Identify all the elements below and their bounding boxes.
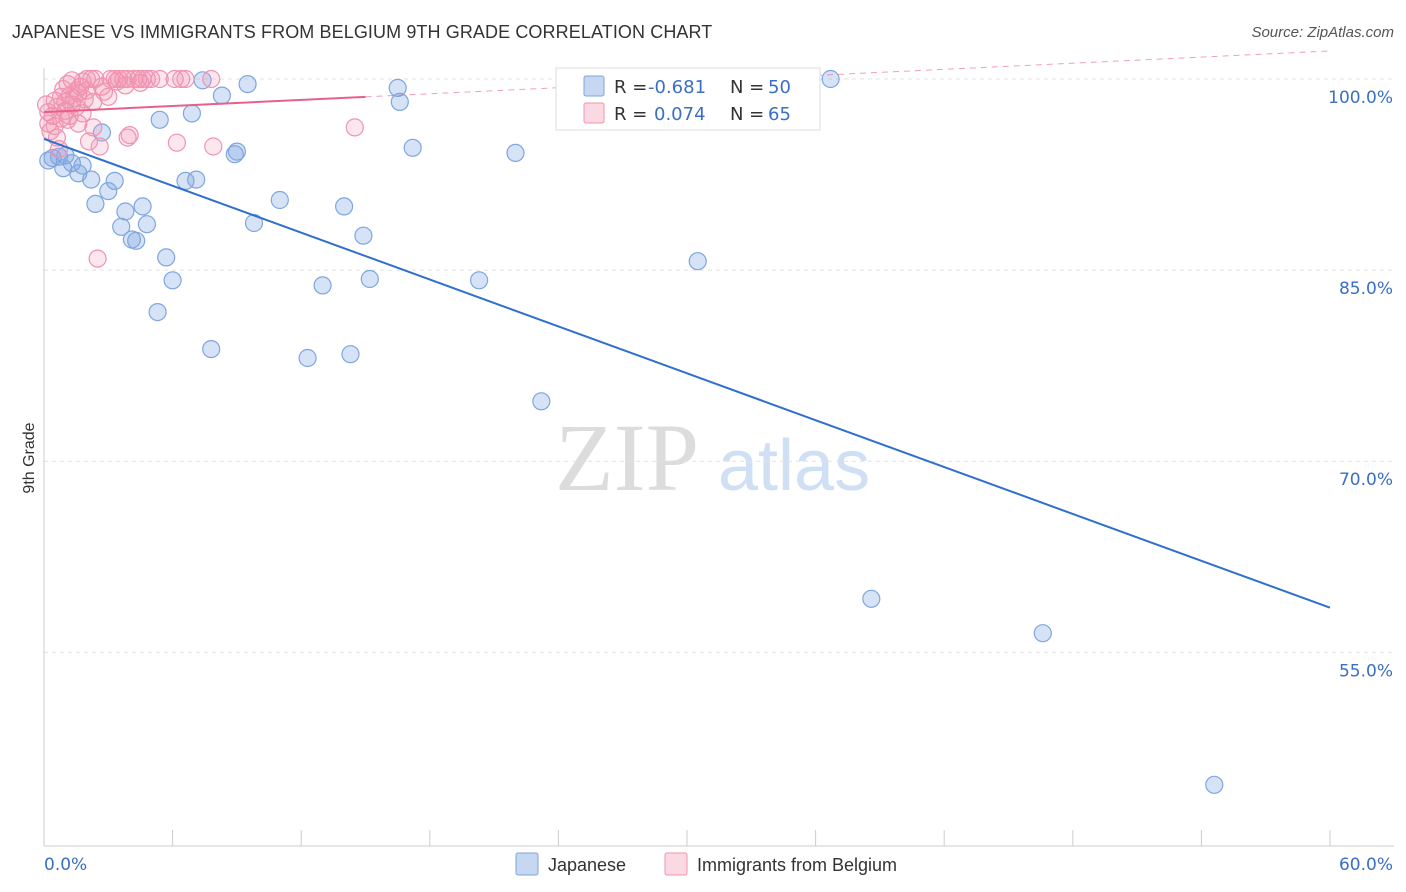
belgium-point (79, 132, 99, 151)
legend-n-label-japanese: N = (730, 77, 764, 98)
belgium-point (69, 114, 88, 133)
japanese-point (92, 123, 112, 142)
japanese-point (1205, 775, 1224, 794)
x-tick-labels: 0.0% 60.0% (44, 855, 1393, 875)
belgium-point (118, 128, 137, 147)
japanese-point (157, 248, 176, 267)
belgium-point (120, 126, 139, 145)
japanese-trend-line (43, 137, 1331, 609)
y-tick-labels: 100.0% 85.0% 70.0% 55.0% (1328, 88, 1393, 681)
japanese-point (99, 182, 118, 201)
japanese-point (390, 92, 409, 112)
series-points (36, 69, 1224, 794)
bottom-legend-label-japanese: Japanese (548, 855, 626, 875)
japanese-point (532, 392, 551, 411)
japanese-point (187, 170, 206, 189)
legend-r-label-belgium: R = (614, 104, 647, 125)
japanese-point (821, 69, 840, 89)
belgium-point (172, 69, 191, 89)
correlation-legend: R = -0.681 N = 50 R = 0.074 N = 65 (555, 67, 821, 131)
japanese-point (470, 271, 489, 290)
watermark-atlas: atlas (718, 426, 870, 506)
japanese-point (62, 154, 82, 173)
japanese-point (313, 276, 332, 295)
legend-r-label-japanese: R = (614, 77, 647, 98)
belgium-point (90, 137, 109, 156)
bottom-legend-swatch-belgium (664, 852, 688, 876)
belgium-point (99, 87, 118, 106)
belgium-trend-line (43, 95, 366, 114)
legend-n-label-belgium: N = (730, 104, 764, 125)
belgium-point (345, 118, 364, 137)
belgium-point (84, 118, 103, 137)
legend-n-value-japanese: 50 (768, 77, 791, 98)
series-legend: Japanese Immigrants from Belgium (515, 852, 897, 876)
japanese-point (335, 197, 354, 216)
japanese-point (270, 190, 289, 210)
japanese-point (86, 194, 105, 213)
bottom-legend-swatch-japanese (515, 852, 539, 876)
japanese-point (73, 156, 92, 175)
japanese-point (298, 348, 317, 368)
y-tick-label: 100.0% (1328, 88, 1393, 108)
japanese-point (227, 142, 246, 161)
belgium-point (204, 137, 223, 156)
japanese-point (116, 202, 135, 221)
legend-r-value-belgium: 0.074 (654, 104, 706, 125)
x-tick-label: 0.0% (44, 855, 87, 875)
legend-r-value-japanese: -0.681 (648, 77, 706, 98)
japanese-point (1033, 624, 1052, 643)
japanese-point (506, 143, 525, 162)
japanese-point (341, 345, 360, 364)
japanese-point (133, 197, 152, 216)
belgium-point (167, 133, 186, 152)
japanese-point (105, 171, 124, 190)
japanese-point (150, 110, 169, 129)
x-ticks (43, 830, 1331, 846)
legend-n-value-belgium: 65 (768, 104, 791, 125)
japanese-point (182, 104, 201, 123)
bottom-legend-label-belgium: Immigrants from Belgium (697, 855, 897, 875)
japanese-point (82, 170, 101, 189)
japanese-point (127, 231, 146, 250)
source-label: Source: ZipAtlas.com (1251, 24, 1394, 41)
japanese-point (688, 252, 707, 271)
japanese-point (403, 138, 422, 157)
japanese-point (202, 340, 221, 359)
y-tick-label: 70.0% (1339, 470, 1393, 490)
chart-title: JAPANESE VS IMMIGRANTS FROM BELGIUM 9TH … (12, 22, 713, 42)
japanese-point (360, 269, 379, 289)
japanese-point (163, 271, 182, 290)
trend-lines (43, 50, 1331, 609)
belgium-point (202, 69, 221, 89)
japanese-point (238, 74, 257, 94)
japanese-point (354, 226, 373, 245)
japanese-point (862, 589, 881, 608)
y-tick-label: 85.0% (1339, 279, 1393, 299)
x-tick-label: 60.0% (1339, 855, 1393, 875)
legend-swatch-belgium (583, 102, 605, 124)
belgium-point (82, 69, 101, 89)
japanese-point (148, 303, 167, 322)
legend-swatch-japanese (583, 75, 605, 97)
japanese-point (212, 86, 231, 105)
belgium-trend-extension (365, 50, 1331, 98)
legend-box (555, 67, 821, 131)
gridlines (44, 78, 1394, 653)
japanese-point (388, 78, 407, 98)
belgium-point (137, 69, 156, 89)
belgium-point (150, 69, 169, 89)
japanese-point (137, 215, 156, 234)
belgium-point (86, 69, 105, 89)
watermark-zip: ZIP (555, 404, 699, 511)
belgium-point (165, 69, 184, 89)
axes (43, 68, 1394, 847)
japanese-point (225, 145, 244, 164)
belgium-point (88, 249, 107, 268)
y-tick-label: 55.0% (1339, 661, 1393, 681)
belgium-point (176, 69, 195, 89)
y-axis-label: 9th Grade (21, 422, 38, 493)
